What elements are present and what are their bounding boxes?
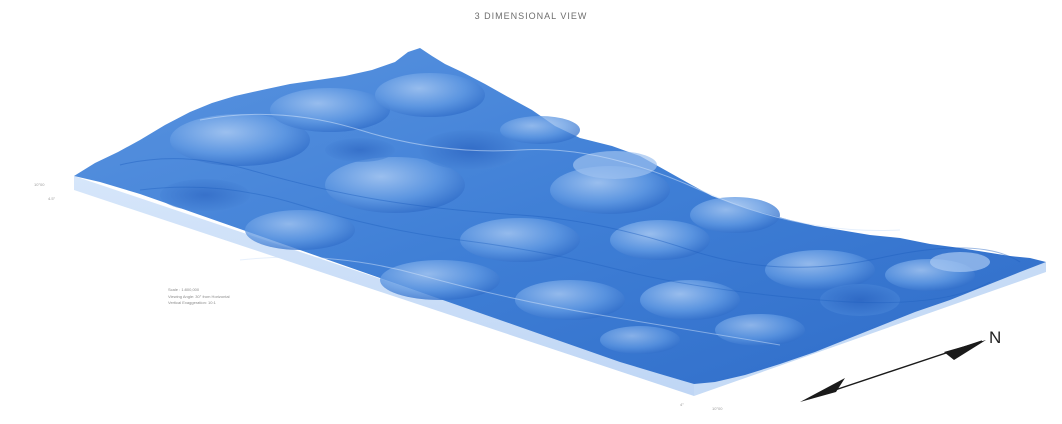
north-label: N [989, 328, 1002, 347]
edge-label-left-top: 10°00 [34, 182, 45, 187]
view-title: 3 DIMENSIONAL VIEW [474, 11, 588, 21]
edge-label-bottom-b: 10°00 [712, 406, 723, 411]
terrain-features [119, 73, 1021, 354]
info-line-exaggeration: Vertical Exaggeration: 10:1 [168, 300, 216, 305]
terrain-surface [74, 48, 1046, 384]
info-line-angle: Viewing Angle: 30° from Horizontal [168, 293, 230, 299]
north-arrow [800, 340, 986, 402]
map-info-block: Scale : 1:800,000 Viewing Angle: 30° fro… [168, 287, 230, 307]
edge-label-bottom-a: 4° [680, 402, 684, 407]
edge-label-left-bottom: 4.5° [48, 196, 56, 201]
info-line-scale: Scale : 1:800,000 [168, 287, 200, 292]
